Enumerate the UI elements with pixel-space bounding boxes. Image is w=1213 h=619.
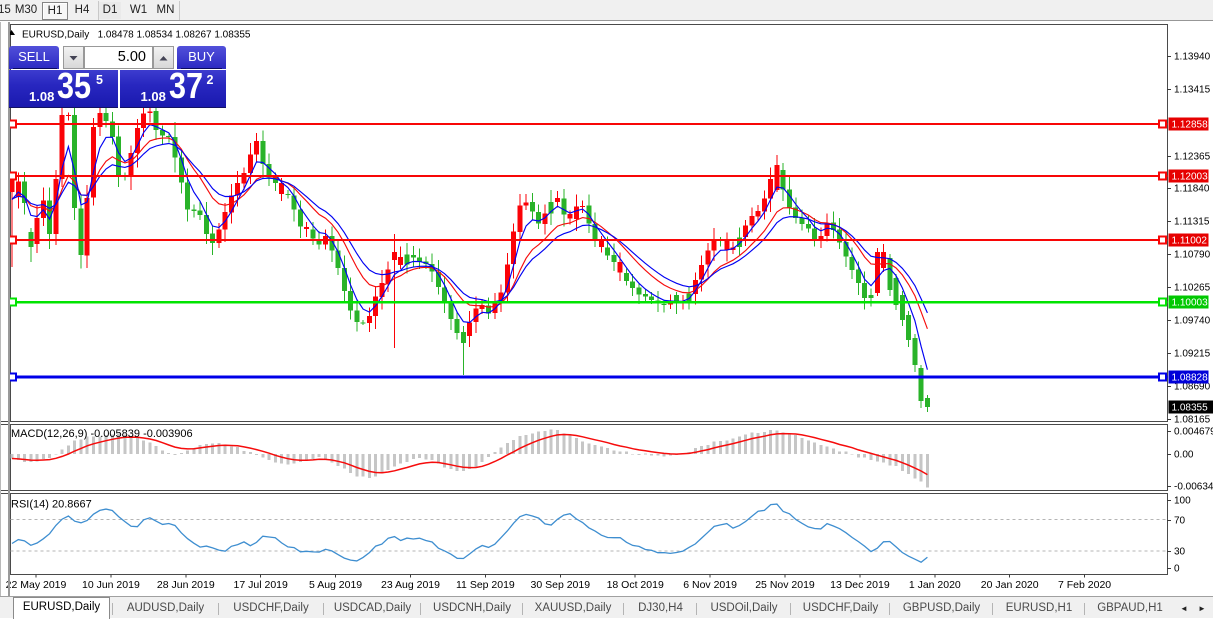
svg-text:1.08828: 1.08828 xyxy=(1172,373,1209,384)
svg-text:70: 70 xyxy=(1174,516,1186,527)
svg-text:6 Nov 2019: 6 Nov 2019 xyxy=(683,579,737,591)
svg-text:1.11315: 1.11315 xyxy=(1174,217,1210,228)
svg-text:30 Sep 2019: 30 Sep 2019 xyxy=(531,579,591,591)
svg-text:28 Jun 2019: 28 Jun 2019 xyxy=(157,579,215,591)
svg-text:1 Jan 2020: 1 Jan 2020 xyxy=(909,579,961,591)
svg-text:17 Jul 2019: 17 Jul 2019 xyxy=(234,579,288,591)
svg-text:11 Sep 2019: 11 Sep 2019 xyxy=(456,579,515,591)
svg-text:10 Jun 2019: 10 Jun 2019 xyxy=(82,579,140,591)
svg-text:1.12858: 1.12858 xyxy=(1172,120,1209,131)
svg-text:1.13940: 1.13940 xyxy=(1174,52,1211,63)
svg-text:1.12365: 1.12365 xyxy=(1174,152,1211,163)
svg-text:RSI(14) 20.8667: RSI(14) 20.8667 xyxy=(11,499,92,511)
svg-text:0.004679: 0.004679 xyxy=(1174,427,1213,438)
svg-text:13 Dec 2019: 13 Dec 2019 xyxy=(830,579,890,591)
svg-text:1.11840: 1.11840 xyxy=(1174,184,1210,195)
svg-text:1.08355: 1.08355 xyxy=(1172,403,1209,414)
svg-text:0: 0 xyxy=(1174,564,1180,575)
svg-text:EURUSD,Daily 1.08478 1.08534: EURUSD,Daily 1.08478 1.08534 1.08267 1.0… xyxy=(22,29,251,40)
svg-text:1.08165: 1.08165 xyxy=(1174,415,1211,426)
svg-text:-0.00634: -0.00634 xyxy=(1174,482,1213,493)
svg-text:20 Jan 2020: 20 Jan 2020 xyxy=(981,579,1039,591)
svg-text:1.13415: 1.13415 xyxy=(1174,85,1211,96)
svg-text:23 Aug 2019: 23 Aug 2019 xyxy=(381,579,440,591)
svg-text:1.10265: 1.10265 xyxy=(1174,283,1211,294)
svg-text:1.12003: 1.12003 xyxy=(1172,172,1209,183)
svg-text:MACD(12,26,9) -0.005839 -0.003: MACD(12,26,9) -0.005839 -0.003906 xyxy=(11,428,193,440)
svg-text:1.10003: 1.10003 xyxy=(1172,298,1209,309)
svg-text:1.10790: 1.10790 xyxy=(1174,250,1211,261)
svg-text:100: 100 xyxy=(1174,496,1191,507)
svg-text:7 Feb 2020: 7 Feb 2020 xyxy=(1058,579,1111,591)
svg-text:0.00: 0.00 xyxy=(1174,450,1194,461)
svg-text:1.09215: 1.09215 xyxy=(1174,349,1211,360)
svg-text:5 Aug 2019: 5 Aug 2019 xyxy=(309,579,362,591)
svg-text:25 Nov 2019: 25 Nov 2019 xyxy=(755,579,815,591)
svg-text:1.09740: 1.09740 xyxy=(1174,316,1211,327)
svg-text:1.11002: 1.11002 xyxy=(1172,236,1208,247)
svg-text:18 Oct 2019: 18 Oct 2019 xyxy=(607,579,664,591)
svg-text:30: 30 xyxy=(1174,547,1186,558)
svg-text:22 May 2019: 22 May 2019 xyxy=(6,579,67,591)
